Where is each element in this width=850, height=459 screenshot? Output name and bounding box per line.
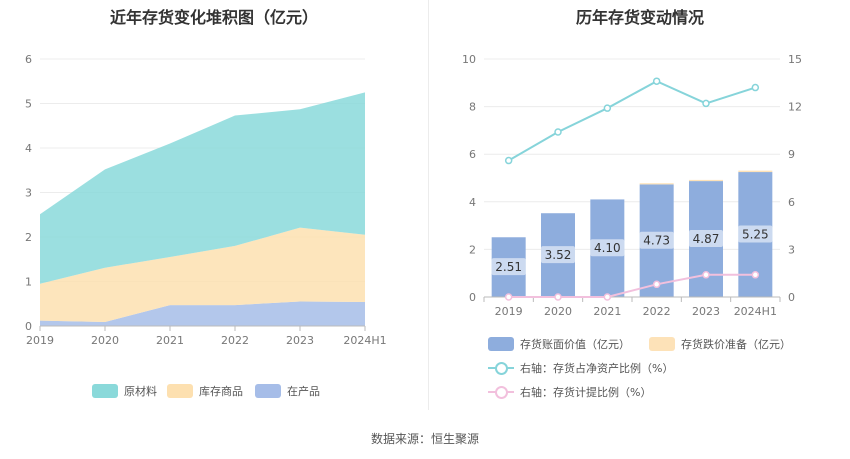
point-provision-ratio — [751, 271, 760, 279]
point-net-ratio — [751, 83, 760, 92]
point-provision-ratio — [702, 271, 710, 279]
data-label: 4.73 — [643, 234, 670, 248]
line-net-ratio — [508, 80, 756, 162]
y-tick-label: 5 — [25, 98, 32, 111]
y-tick-label: 0 — [469, 291, 476, 304]
x-tick-label: 2020 — [91, 334, 119, 347]
area-wip — [40, 301, 365, 326]
x-tick-label: 2024H1 — [734, 305, 777, 318]
y-tick-label: 2 — [469, 243, 476, 256]
point-provision-ratio — [603, 293, 612, 301]
line-provision-ratio — [508, 273, 756, 298]
data-source: 数据来源：恒生聚源 — [370, 432, 479, 446]
x-tick-label: 2021 — [593, 305, 621, 318]
right-combo-chart: 0 2 4 6 8 10 0 3 6 9 12 15 2.51 3.52 4.10 4.73 4.87 5.25 2… — [462, 53, 802, 318]
y-tick-label: 10 — [462, 53, 476, 66]
x-tick-label: 2022 — [643, 305, 671, 318]
legend-label-book-value: 存货账面价值（亿元） — [520, 338, 630, 351]
right-chart-title: 历年存货变动情况 — [575, 8, 704, 27]
legend-item-goods[interactable]: 库存商品 — [167, 383, 243, 399]
point-provision-ratio — [554, 293, 562, 301]
data-label-bg — [541, 246, 575, 264]
legend-item-raw[interactable]: 原材料 — [92, 383, 157, 399]
legend-item-provision-ratio[interactable]: 右轴：存货计提比例（%） — [488, 384, 651, 400]
y-tick-label: 2 — [25, 231, 32, 244]
point-net-ratio — [603, 104, 612, 112]
legend-label-net-ratio: 右轴：存货占净资产比例（%） — [520, 362, 674, 375]
x-tick-label: 2019 — [26, 334, 54, 347]
x-tick-label: 2021 — [156, 334, 184, 347]
legend-label-wip: 在产品 — [287, 385, 320, 398]
legend-swatch-reserve — [649, 337, 675, 351]
point-provision-ratio — [652, 280, 661, 289]
y2-tick-label: 3 — [788, 243, 795, 256]
legend-swatch-wip — [255, 384, 281, 398]
y-tick-label: 4 — [469, 196, 476, 209]
y-tick-label: 0 — [25, 320, 32, 333]
y2-tick-label: 6 — [788, 196, 795, 209]
x-tick-label: 2022 — [221, 334, 249, 347]
point-net-ratio — [652, 77, 661, 85]
x-tick-label: 2024H1 — [343, 334, 386, 347]
panel-divider — [428, 0, 429, 410]
point-net-ratio — [702, 99, 710, 108]
bar-reserve — [689, 179, 723, 182]
y-tick-label: 3 — [25, 187, 32, 200]
y2-tick-label: 0 — [788, 291, 795, 304]
bar-reserve — [738, 170, 773, 173]
point-provision-ratio — [504, 293, 513, 301]
x-tick-label: 2020 — [544, 305, 572, 318]
legend-swatch-raw — [92, 384, 118, 398]
legend-item-net-ratio[interactable]: 右轴：存货占净资产比例（%） — [488, 360, 673, 376]
legend-label-provision-ratio: 右轴：存货计提比例（%） — [520, 386, 652, 399]
data-label: 5.25 — [742, 228, 769, 242]
legend-item-book-value[interactable]: 存货账面价值（亿元） — [488, 336, 630, 352]
y2-tick-label: 9 — [788, 148, 795, 161]
x-tick-label: 2023 — [692, 305, 720, 318]
y-tick-label: 6 — [25, 53, 32, 66]
legend-marker-provision-ratio — [488, 385, 514, 399]
area-goods — [40, 227, 365, 322]
data-label-bg — [738, 225, 773, 243]
x-tick-label: 2023 — [286, 334, 314, 347]
area-raw — [40, 92, 365, 284]
bar-reserve — [639, 183, 674, 185]
legend-label-raw: 原材料 — [124, 385, 157, 398]
point-net-ratio — [554, 128, 562, 136]
data-label: 2.51 — [495, 260, 522, 274]
legend-item-reserve[interactable]: 存货跌价准备（亿元） — [649, 336, 791, 352]
y2-tick-label: 12 — [788, 101, 802, 114]
data-label: 4.87 — [693, 232, 720, 246]
y2-tick-label: 15 — [788, 53, 802, 66]
y-tick-label: 6 — [469, 148, 476, 161]
legend-item-wip[interactable]: 在产品 — [255, 383, 320, 399]
data-label-bg — [491, 258, 526, 276]
y-tick-label: 4 — [25, 142, 32, 155]
data-label-bg — [639, 231, 674, 249]
left-chart-title: 近年存货变化堆积图（亿元） — [109, 8, 318, 27]
data-label: 3.52 — [545, 248, 572, 262]
point-net-ratio — [504, 156, 513, 165]
left-area-chart: 0 1 2 3 4 5 6 2019 2020 2021 2022 2023 2024H1 — [25, 53, 387, 347]
y-tick-label: 8 — [469, 101, 476, 114]
data-label-bg — [689, 230, 723, 248]
y-tick-label: 1 — [25, 276, 32, 289]
legend-marker-net-ratio — [488, 361, 514, 375]
legend-swatch-goods — [167, 384, 193, 398]
data-label-bg — [590, 239, 625, 257]
legend-label-goods: 库存商品 — [199, 385, 243, 398]
legend-swatch-book-value — [488, 337, 514, 351]
data-label: 4.10 — [594, 241, 621, 255]
x-tick-label: 2019 — [495, 305, 523, 318]
legend-label-reserve: 存货跌价准备（亿元） — [681, 338, 791, 351]
